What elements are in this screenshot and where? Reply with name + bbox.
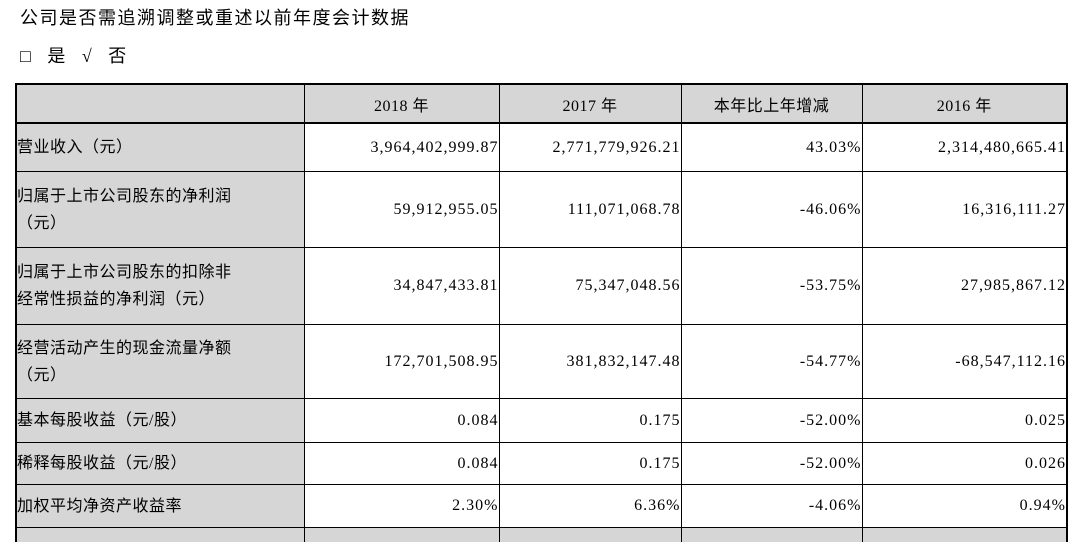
cell-2018: 0.084: [303, 442, 500, 485]
cell-2016: 27,985,867.12: [861, 247, 1068, 325]
cell-2018: 2.30%: [303, 484, 500, 528]
cell-yoy-change: -54.77%: [680, 324, 863, 399]
cell-2016: 0.026: [861, 442, 1068, 485]
table-row-net-profit-attributable: 归属于上市公司股东的净利润 （元） 59,912,955.05 111,071,…: [15, 171, 1068, 248]
no-label: 否: [108, 46, 127, 66]
cell-2016: 0.94%: [861, 484, 1068, 528]
row-label: [15, 527, 305, 542]
cell-2017: 6.36%: [498, 484, 682, 528]
cell-2018: 3,964,402,999.87: [303, 122, 500, 172]
cell-2017: [498, 527, 682, 542]
cell-2017: 0.175: [498, 398, 682, 443]
row-label: 营业收入（元）: [15, 122, 305, 172]
cell-2018: 0.084: [303, 398, 500, 443]
table-row-diluted-eps: 稀释每股收益（元/股） 0.084 0.175 -52.00% 0.026: [15, 442, 1068, 485]
row-label: 稀释每股收益（元/股）: [15, 442, 305, 485]
table-row-net-profit-excl-nonrecurring: 归属于上市公司股东的扣除非 经常性损益的净利润（元） 34,847,433.81…: [15, 247, 1068, 325]
cell-yoy-change: [680, 527, 863, 542]
cell-2018: 172,701,508.95: [303, 324, 500, 399]
checkmark-icon: √: [81, 46, 92, 66]
cell-2017: 381,832,147.48: [498, 324, 682, 399]
cell-2016: -68,547,112.16: [861, 324, 1068, 399]
row-label: 加权平均净资产收益率: [15, 484, 305, 528]
cell-2018: 59,912,955.05: [303, 171, 500, 248]
row-label: 归属于上市公司股东的扣除非 经常性损益的净利润（元）: [15, 247, 305, 325]
row-label: 基本每股收益（元/股）: [15, 398, 305, 443]
col-header-yoy-change: 本年比上年增减: [680, 83, 863, 124]
restatement-question-text: 公司是否需追溯调整或重述以前年度会计数据: [20, 8, 410, 28]
table-row-operating-cash-flow: 经营活动产生的现金流量净额 （元） 172,701,508.95 381,832…: [15, 324, 1068, 399]
col-header-2016: 2016 年: [861, 83, 1068, 124]
yes-label: 是: [47, 46, 66, 66]
checkbox-unchecked-icon: □: [20, 46, 31, 66]
cell-2018: [303, 527, 500, 542]
cell-yoy-change: -4.06%: [680, 484, 863, 528]
table-row-basic-eps: 基本每股收益（元/股） 0.084 0.175 -52.00% 0.025: [15, 398, 1068, 443]
restatement-choice-line: □ 是 √ 否: [20, 46, 1087, 67]
key-financial-data-table: 2018 年 2017 年 本年比上年增减 2016 年 营业收入（元） 3,9…: [15, 83, 1068, 542]
cell-yoy-change: -52.00%: [680, 398, 863, 443]
cell-yoy-change: -52.00%: [680, 442, 863, 485]
cell-yoy-change: -53.75%: [680, 247, 863, 325]
table-row-partial-clipped: [15, 527, 1068, 542]
table-row-operating-revenue: 营业收入（元） 3,964,402,999.87 2,771,779,926.2…: [15, 122, 1068, 172]
cell-yoy-change: 43.03%: [680, 122, 863, 172]
cell-2016: 0.025: [861, 398, 1068, 443]
row-label: 经营活动产生的现金流量净额 （元）: [15, 324, 305, 399]
cell-2017: 111,071,068.78: [498, 171, 682, 248]
cell-2017: 2,771,779,926.21: [498, 122, 682, 172]
row-label: 归属于上市公司股东的净利润 （元）: [15, 171, 305, 248]
col-header-blank: [15, 83, 305, 124]
table-header-row: 2018 年 2017 年 本年比上年增减 2016 年: [15, 83, 1068, 124]
cell-2016: 2,314,480,665.41: [861, 122, 1068, 172]
cell-2018: 34,847,433.81: [303, 247, 500, 325]
col-header-2018: 2018 年: [303, 83, 500, 124]
cell-2016: [861, 527, 1068, 542]
cell-2017: 75,347,048.56: [498, 247, 682, 325]
cell-2016: 16,316,111.27: [861, 171, 1068, 248]
cell-yoy-change: -46.06%: [680, 171, 863, 248]
cell-2017: 0.175: [498, 442, 682, 485]
col-header-2017: 2017 年: [498, 83, 682, 124]
table-row-weighted-avg-roe: 加权平均净资产收益率 2.30% 6.36% -4.06% 0.94%: [15, 484, 1068, 528]
